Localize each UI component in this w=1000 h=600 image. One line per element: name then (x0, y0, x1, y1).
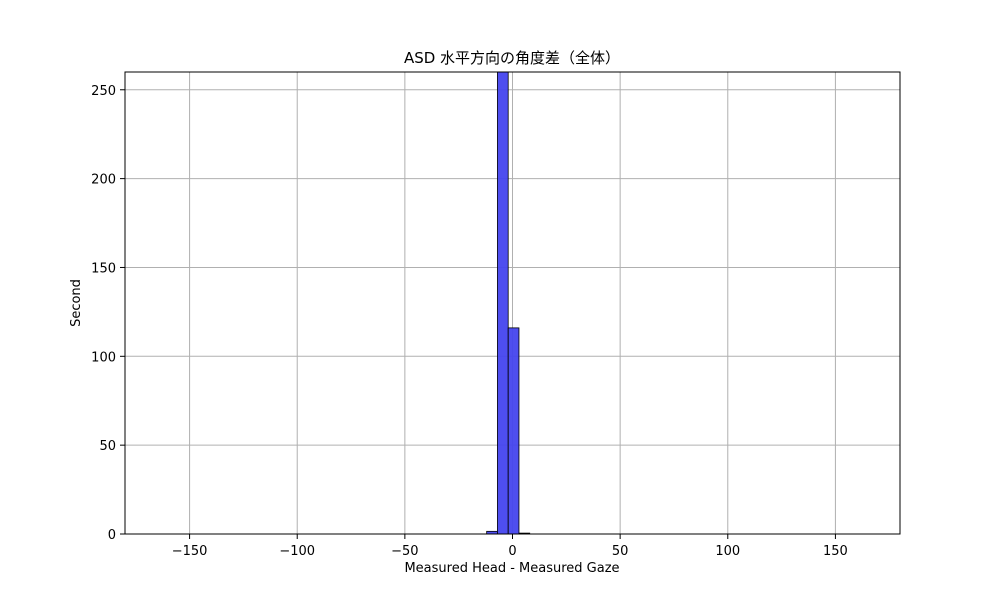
y-tick-label: 250 (91, 84, 116, 99)
x-tick-label: 100 (715, 544, 740, 559)
x-tick-label: −150 (172, 544, 208, 559)
y-tick-label: 200 (91, 173, 116, 188)
x-tick-label: −50 (391, 544, 418, 559)
y-tick-label: 0 (108, 528, 116, 543)
x-tick-label: 50 (612, 544, 629, 559)
x-tick-label: −100 (279, 544, 315, 559)
bars (486, 71, 531, 535)
chart-title: ASD 水平方向の角度差（全体） (404, 49, 620, 67)
y-tick-label: 50 (99, 439, 116, 454)
y-tick-label: 100 (91, 350, 116, 365)
y-axis: 0 50 100 150 200 250 (91, 84, 125, 543)
y-axis-title: Second (69, 279, 84, 327)
x-tick-label: 0 (508, 544, 516, 559)
histogram-bar (507, 327, 520, 535)
x-axis: −150 −100 −50 0 50 100 150 (172, 534, 848, 559)
y-tick-label: 150 (91, 261, 116, 276)
histogram-bar (497, 71, 509, 535)
x-axis-title: Measured Head - Measured Gaze (404, 561, 619, 576)
x-tick-label: 150 (823, 544, 848, 559)
